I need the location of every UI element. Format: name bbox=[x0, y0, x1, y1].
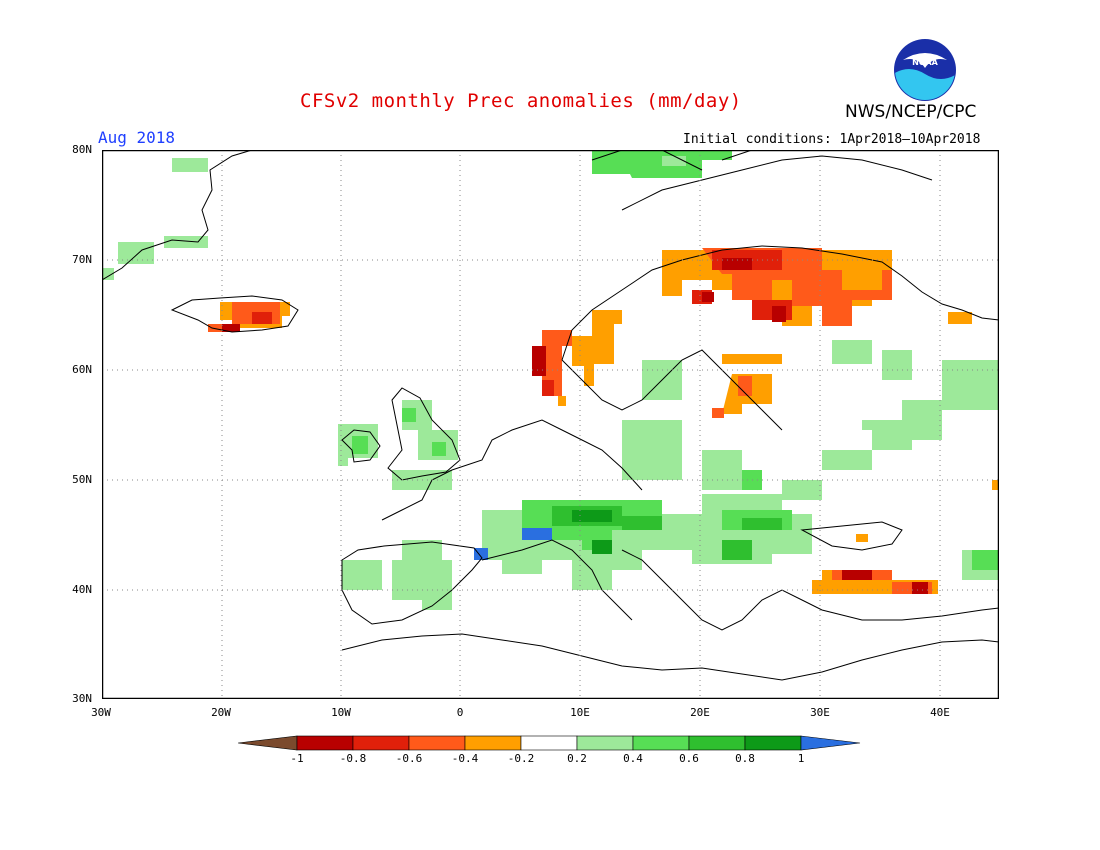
chart-title: CFSv2 monthly Prec anomalies (mm/day) bbox=[300, 90, 742, 112]
legend-tick-label: 0.8 bbox=[735, 752, 755, 765]
legend-bin bbox=[296, 735, 354, 751]
anomaly-fields bbox=[102, 150, 999, 610]
legend-tick-label: 0.6 bbox=[679, 752, 699, 765]
lat-label-40n: 40N bbox=[72, 583, 92, 596]
legend-tick-label: -1 bbox=[290, 752, 304, 765]
lon-label-20e: 20E bbox=[690, 706, 710, 719]
agency-label: NWS/NCEP/CPC bbox=[845, 102, 977, 122]
lon-label-40e: 40E bbox=[930, 706, 950, 719]
legend-tick-label: -0.8 bbox=[339, 752, 367, 765]
legend-colorbar bbox=[238, 735, 861, 751]
legend-bin bbox=[352, 735, 410, 751]
legend-bin bbox=[744, 735, 802, 751]
legend-bin bbox=[464, 735, 522, 751]
legend-bin bbox=[520, 735, 578, 751]
lon-label-30e: 30E bbox=[810, 706, 830, 719]
legend-bin bbox=[238, 735, 298, 751]
legend-tick-label: 1 bbox=[797, 752, 805, 765]
legend-bin bbox=[632, 735, 690, 751]
precip-anomaly-map bbox=[102, 150, 999, 699]
lat-label-50n: 50N bbox=[72, 473, 92, 486]
svg-text:NOAA: NOAA bbox=[912, 58, 938, 67]
lat-label-70n: 70N bbox=[72, 253, 92, 266]
lon-label-30w: 30W bbox=[91, 706, 111, 719]
lon-label-10w: 10W bbox=[331, 706, 351, 719]
forecast-month: Aug 2018 bbox=[98, 128, 176, 147]
legend-tick-label: -0.6 bbox=[395, 752, 423, 765]
legend-bin bbox=[408, 735, 466, 751]
legend-bin bbox=[576, 735, 634, 751]
noaa-logo: NOAA bbox=[894, 39, 956, 101]
legend-bin bbox=[800, 735, 861, 751]
initial-conditions: Initial conditions: 1Apr2018–10Apr2018 bbox=[683, 132, 981, 147]
legend-tick-label: 0.4 bbox=[623, 752, 643, 765]
map-frame bbox=[102, 150, 999, 699]
lat-label-30n: 30N bbox=[72, 692, 92, 705]
lat-label-60n: 60N bbox=[72, 363, 92, 376]
lon-label-20w: 20W bbox=[211, 706, 231, 719]
lat-label-80n: 80N bbox=[72, 143, 92, 156]
legend-bin bbox=[688, 735, 746, 751]
lon-label-10e: 10E bbox=[570, 706, 590, 719]
legend-tick-label: 0.2 bbox=[567, 752, 587, 765]
legend-tick-label: -0.2 bbox=[507, 752, 535, 765]
lon-label-0: 0 bbox=[456, 706, 464, 719]
legend-tick-label: -0.4 bbox=[451, 752, 479, 765]
